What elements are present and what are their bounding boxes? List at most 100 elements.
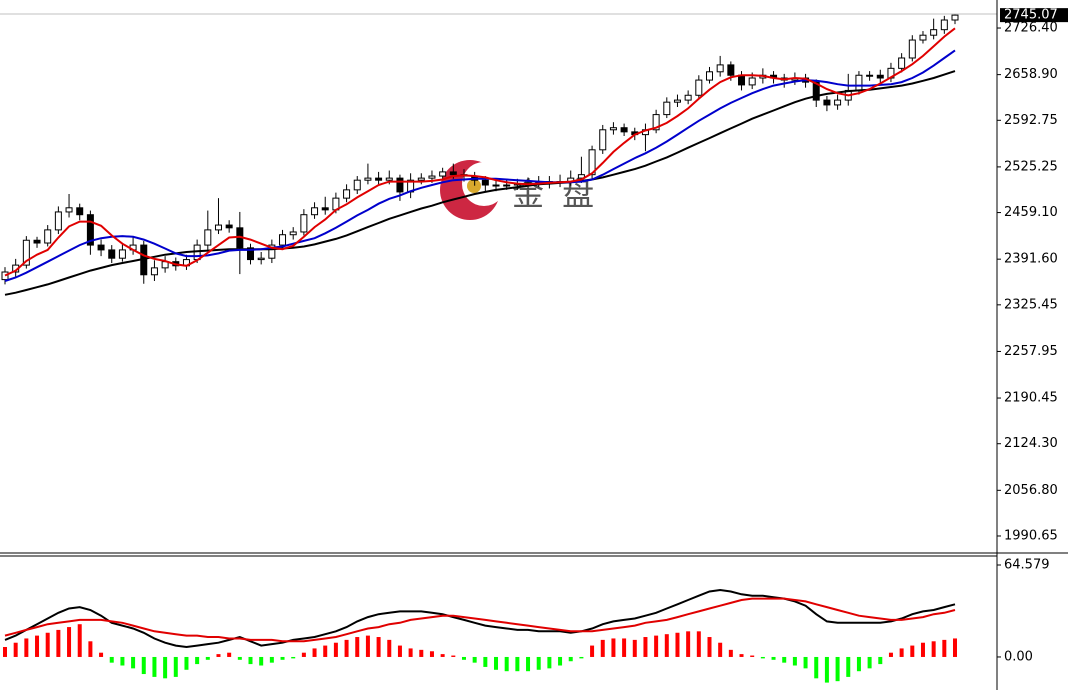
candle-body — [684, 94, 692, 101]
candle-body — [86, 214, 94, 246]
y-tick-label: 2592.75 — [1004, 113, 1058, 128]
candle-body — [898, 57, 906, 69]
histogram-bar — [365, 635, 370, 657]
histogram-bar — [782, 656, 787, 663]
histogram-bar — [728, 649, 733, 657]
candle-body — [44, 229, 52, 244]
histogram-bar — [333, 642, 338, 657]
histogram-bar — [643, 637, 648, 657]
histogram-bar — [205, 656, 210, 660]
histogram-bar — [323, 645, 328, 657]
histogram-bar — [846, 656, 851, 677]
candle-body — [620, 127, 628, 133]
candle-body — [727, 64, 735, 76]
candle-body — [738, 74, 746, 86]
candle-body — [705, 71, 713, 81]
y-tick-label: 1990.65 — [1004, 528, 1058, 543]
histogram-bar — [579, 656, 584, 659]
histogram-bar — [696, 631, 701, 657]
histogram-bar — [387, 639, 392, 657]
candle-body — [268, 244, 276, 259]
histogram-bar — [792, 656, 797, 666]
histogram-bar — [429, 651, 434, 657]
y-tick-label: 0.00 — [1004, 649, 1033, 664]
candle-body — [279, 234, 287, 246]
histogram-bar — [547, 656, 552, 669]
histogram-bar — [269, 656, 274, 663]
histogram-bar — [440, 654, 445, 657]
histogram-bar — [195, 656, 200, 665]
candle-body — [311, 207, 319, 216]
histogram-bar — [910, 645, 915, 657]
histogram-bar — [675, 632, 680, 657]
histogram-bar — [888, 652, 893, 657]
candle-body — [695, 79, 703, 96]
candle-body — [300, 214, 308, 233]
candle-body — [396, 177, 404, 193]
histogram-bar — [718, 642, 723, 657]
candle-body — [54, 211, 62, 231]
histogram-bar — [184, 656, 189, 670]
candle-body — [866, 74, 874, 77]
candle-body — [150, 267, 158, 276]
histogram-bar — [259, 656, 264, 666]
candle-body — [492, 184, 500, 187]
histogram-bar — [376, 637, 381, 657]
candle-body — [321, 207, 329, 211]
histogram-bar — [227, 652, 232, 657]
y-tick-label: 2726.40 — [1004, 21, 1058, 36]
histogram-bar — [24, 638, 29, 657]
histogram-bar — [899, 648, 904, 657]
candle-body — [609, 127, 617, 131]
candle-body — [214, 224, 222, 231]
histogram-bar — [878, 656, 883, 665]
histogram-bar — [397, 645, 402, 657]
moving-average-line — [4, 49, 956, 282]
candle-body — [1, 271, 9, 281]
candle-body — [65, 207, 73, 213]
candle-body — [812, 81, 820, 101]
candle-body — [364, 177, 372, 181]
histogram-bar — [803, 656, 808, 669]
histogram-bar — [77, 624, 82, 657]
candle-body — [33, 239, 41, 244]
y-tick-label: 2257.95 — [1004, 344, 1058, 359]
histogram-bar — [814, 656, 819, 679]
y-tick-label: 2391.60 — [1004, 252, 1058, 267]
candle-body — [353, 179, 361, 191]
histogram-bar — [451, 655, 456, 657]
candle-body — [673, 99, 681, 103]
candle-body — [834, 99, 842, 106]
histogram-bar — [931, 641, 936, 657]
y-tick-label: 2525.25 — [1004, 159, 1058, 174]
histogram-bar — [504, 656, 509, 672]
histogram-bar — [494, 656, 499, 670]
histogram-bar — [88, 641, 93, 657]
histogram-bar — [739, 654, 744, 657]
candle-body — [385, 177, 393, 181]
histogram-bar — [686, 631, 691, 657]
histogram-bar — [280, 656, 285, 660]
histogram-bar — [56, 629, 61, 657]
y-tick-label: 2658.90 — [1004, 67, 1058, 82]
histogram-bar — [483, 656, 488, 667]
candle-body — [663, 101, 671, 116]
candle-body — [449, 171, 457, 176]
histogram-bar — [515, 656, 520, 672]
candle-body — [76, 207, 84, 216]
candle-body — [577, 174, 585, 179]
histogram-bar — [942, 639, 947, 657]
histogram-bar — [750, 655, 755, 657]
candle-body — [375, 177, 383, 181]
histogram-bar — [536, 656, 541, 670]
candle-body — [588, 149, 596, 176]
histogram-bar — [472, 656, 477, 663]
histogram-bar — [152, 656, 157, 677]
histogram-bar — [611, 638, 616, 657]
y-tick-label: 2124.30 — [1004, 436, 1058, 451]
candle-body — [225, 224, 233, 229]
candle-body — [481, 179, 489, 186]
y-tick-label: 64.579 — [1004, 558, 1050, 573]
histogram-bar — [109, 656, 114, 663]
